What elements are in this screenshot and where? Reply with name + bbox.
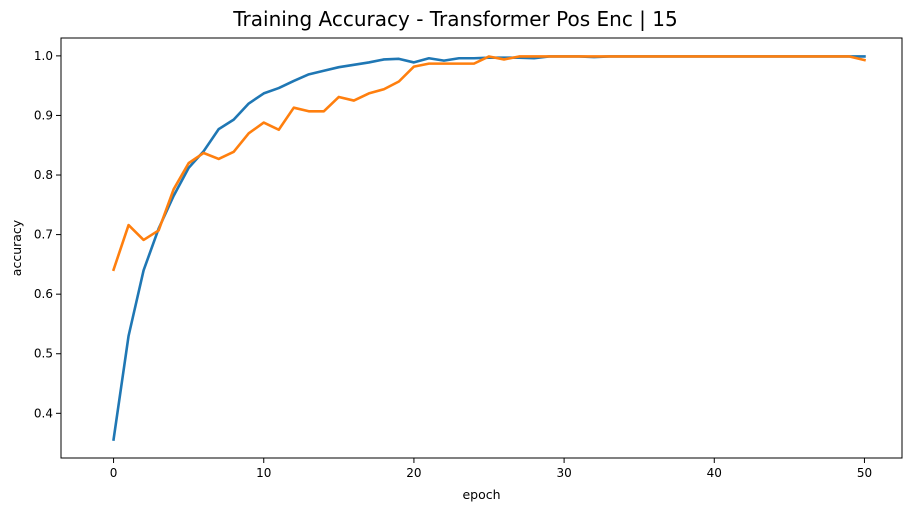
x-tick-label: 30 xyxy=(556,466,571,480)
y-tick-label: 0.9 xyxy=(34,108,53,122)
x-axis-label: epoch xyxy=(462,487,500,502)
chart-title: Training Accuracy - Transformer Pos Enc … xyxy=(232,7,677,31)
x-tick-label: 50 xyxy=(857,466,872,480)
y-tick-label: 1.0 xyxy=(34,49,53,63)
x-tick-label: 20 xyxy=(406,466,421,480)
axes-frame xyxy=(60,37,903,459)
plot-area: 0 10 20 30 40 50 0.4 0.5 0.6 0.7 0.8 0.9 1.0 xyxy=(34,37,903,480)
x-tick-label: 0 xyxy=(110,466,118,480)
y-tick-label: 0.8 xyxy=(34,168,53,182)
y-tick-label: 0.5 xyxy=(34,347,53,361)
y-tick-label: 0.6 xyxy=(34,287,53,301)
y-tick-label: 0.4 xyxy=(34,406,53,420)
y-tick-label: 0.7 xyxy=(34,228,53,242)
series-line-1 xyxy=(112,55,866,442)
y-axis-label: accuracy xyxy=(9,219,24,276)
x-tick-label: 40 xyxy=(707,466,722,480)
series-line-2 xyxy=(111,55,867,272)
x-tick-label: 10 xyxy=(256,466,271,480)
